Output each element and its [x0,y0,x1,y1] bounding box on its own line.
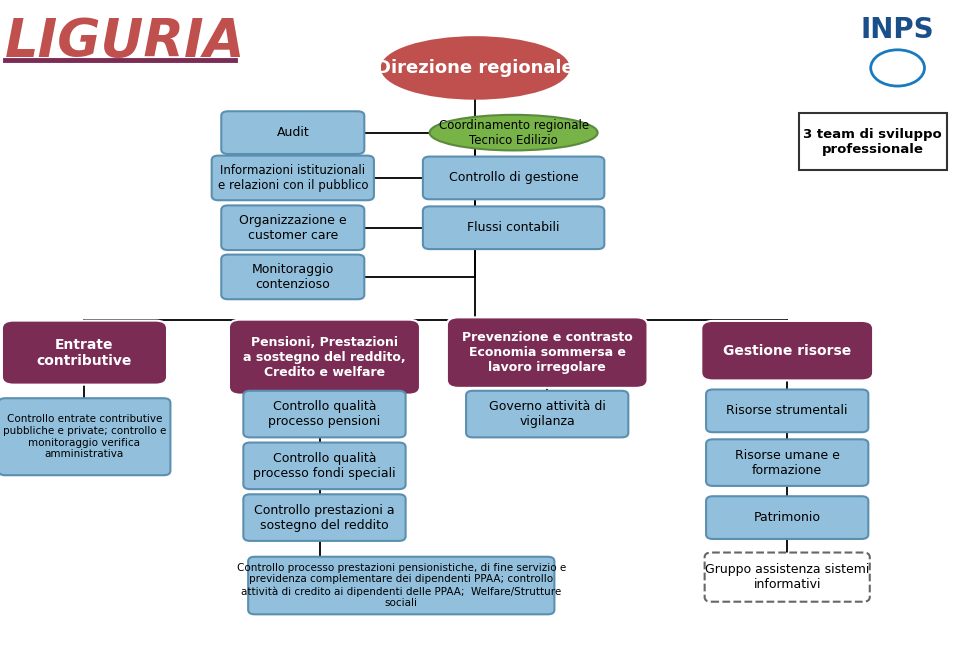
FancyBboxPatch shape [244,494,405,541]
FancyBboxPatch shape [799,113,947,170]
Text: Pensioni, Prestazioni
a sostegno del reddito,
Credito e welfare: Pensioni, Prestazioni a sostegno del red… [243,336,406,378]
FancyBboxPatch shape [2,320,167,384]
FancyBboxPatch shape [706,439,868,486]
FancyBboxPatch shape [706,389,868,432]
FancyBboxPatch shape [244,443,405,489]
Text: Risorse umane e
formazione: Risorse umane e formazione [734,448,840,477]
FancyBboxPatch shape [211,155,373,201]
FancyBboxPatch shape [0,398,171,475]
FancyBboxPatch shape [248,556,554,615]
Text: Entrate
contributive: Entrate contributive [36,338,132,367]
Text: Gruppo assistenza sistemi
informativi: Gruppo assistenza sistemi informativi [705,563,870,591]
FancyBboxPatch shape [422,157,605,199]
Text: INPS: INPS [861,16,934,44]
FancyBboxPatch shape [466,391,628,437]
Text: Direzione regionale: Direzione regionale [376,59,574,77]
Text: Monitoraggio
contenzioso: Monitoraggio contenzioso [252,263,334,291]
FancyBboxPatch shape [229,320,420,395]
FancyBboxPatch shape [422,206,605,249]
FancyBboxPatch shape [446,317,647,388]
Text: Controllo processo prestazioni pensionistiche, di fine servizio e
previdenza com: Controllo processo prestazioni pensionis… [237,563,565,608]
Text: Audit: Audit [276,126,309,139]
Text: Coordinamento regionale
Tecnico Edilizio: Coordinamento regionale Tecnico Edilizio [439,118,588,147]
Text: Governo attività di
vigilanza: Governo attività di vigilanza [489,400,606,428]
FancyBboxPatch shape [244,391,405,437]
FancyBboxPatch shape [221,111,365,154]
Text: Informazioni istituzionali
e relazioni con il pubblico: Informazioni istituzionali e relazioni c… [218,164,368,192]
Text: Controllo di gestione: Controllo di gestione [448,171,579,184]
Text: Patrimonio: Patrimonio [754,511,821,524]
Text: Controllo qualità
processo pensioni: Controllo qualità processo pensioni [269,400,380,428]
Text: Flussi contabili: Flussi contabili [468,221,560,234]
Text: Controllo entrate contributive
pubbliche e private; controllo e
monitoraggio ver: Controllo entrate contributive pubbliche… [3,414,166,459]
Text: Organizzazione e
customer care: Organizzazione e customer care [239,214,347,242]
FancyBboxPatch shape [221,254,365,299]
Text: Prevenzione e contrasto
Economia sommersa e
lavoro irregolare: Prevenzione e contrasto Economia sommers… [462,331,633,374]
Text: Controllo prestazioni a
sostegno del reddito: Controllo prestazioni a sostegno del red… [254,503,395,532]
Text: Risorse strumentali: Risorse strumentali [727,404,848,417]
Text: 3 team di sviluppo
professionale: 3 team di sviluppo professionale [804,127,942,156]
Ellipse shape [430,115,597,151]
FancyBboxPatch shape [221,205,365,250]
Ellipse shape [381,37,568,98]
Text: LIGURIA: LIGURIA [5,16,246,68]
Text: Gestione risorse: Gestione risorse [723,344,852,358]
Text: Controllo qualità
processo fondi speciali: Controllo qualità processo fondi special… [253,452,396,480]
FancyBboxPatch shape [705,553,870,602]
FancyBboxPatch shape [701,321,874,380]
FancyBboxPatch shape [706,496,868,539]
